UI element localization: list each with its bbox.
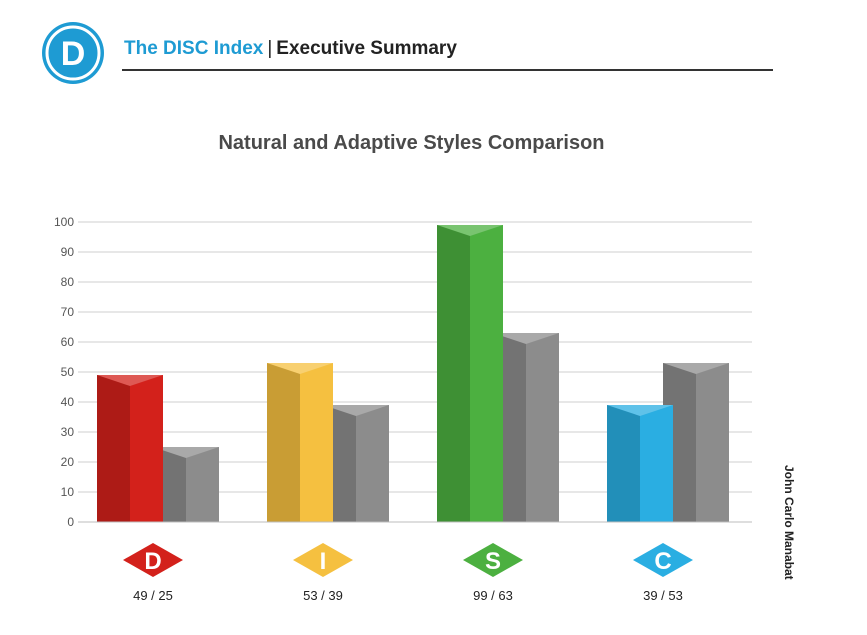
bar-i-natural-top-face: [267, 363, 333, 374]
bar-c-natural-left-face: [607, 405, 640, 522]
y-tick-label: 80: [61, 275, 75, 289]
bar-s-natural-right-face: [470, 225, 503, 522]
bar-d-adaptive-top-face: [153, 447, 219, 458]
bar-c-natural-right-face: [640, 405, 673, 522]
bar-s-natural-left-face: [437, 225, 470, 522]
bar-s-adaptive-top-face: [493, 333, 559, 344]
badge-s-diamond: [463, 543, 523, 577]
disc-logo: D: [42, 22, 104, 84]
page-header: The DISC Index | Executive Summary: [124, 38, 457, 60]
y-tick-label: 10: [61, 485, 75, 499]
bar-d-natural-top-face: [97, 375, 163, 386]
category-value-label: 99 / 63: [473, 588, 513, 603]
badge-d-letter: D: [144, 548, 161, 575]
bar-d-adaptive-right-face: [186, 447, 219, 522]
y-tick-label: 90: [61, 245, 75, 259]
y-tick-label: 40: [61, 395, 75, 409]
y-tick-label: 100: [54, 215, 74, 229]
bar-d-natural-right-face: [130, 375, 163, 522]
author-name: John Carlo Manabat: [782, 465, 796, 580]
y-tick-label: 20: [61, 455, 75, 469]
bar-c-adaptive-top-face: [663, 363, 729, 374]
chart-title: Natural and Adaptive Styles Comparison: [218, 132, 605, 154]
category-value-label: 49 / 25: [133, 588, 173, 603]
bar-i-adaptive-right-face: [356, 405, 389, 522]
badge-c-diamond: [633, 543, 693, 577]
bar-i-natural-right-face: [300, 363, 333, 522]
bar-d-natural-left-face: [97, 375, 130, 522]
badge-d-diamond: [123, 543, 183, 577]
header-rule: [122, 69, 773, 71]
y-tick-label: 50: [61, 365, 75, 379]
bar-c-natural-top-face: [607, 405, 673, 416]
badge-i-letter: I: [320, 548, 327, 575]
logo-letter: D: [61, 35, 86, 73]
badge-s-letter: S: [485, 548, 501, 575]
y-tick-label: 0: [67, 515, 74, 529]
badge-c-letter: C: [654, 548, 671, 575]
brand-title: The DISC Index: [124, 38, 264, 59]
category-value-label: 39 / 53: [643, 588, 683, 603]
y-tick-label: 70: [61, 305, 75, 319]
badge-i-diamond: [293, 543, 353, 577]
y-tick-label: 30: [61, 425, 75, 439]
category-value-label: 53 / 39: [303, 588, 343, 603]
header-separator: |: [267, 38, 273, 59]
author-credit: John Carlo Manabat: [780, 465, 800, 595]
bar-i-natural-left-face: [267, 363, 300, 522]
bar-i-adaptive-top-face: [323, 405, 389, 416]
bar-c-adaptive-right-face: [696, 363, 729, 522]
bar-s-adaptive-right-face: [526, 333, 559, 522]
y-tick-label: 60: [61, 335, 75, 349]
section-title: Executive Summary: [276, 38, 457, 59]
bar-s-natural-top-face: [437, 225, 503, 236]
